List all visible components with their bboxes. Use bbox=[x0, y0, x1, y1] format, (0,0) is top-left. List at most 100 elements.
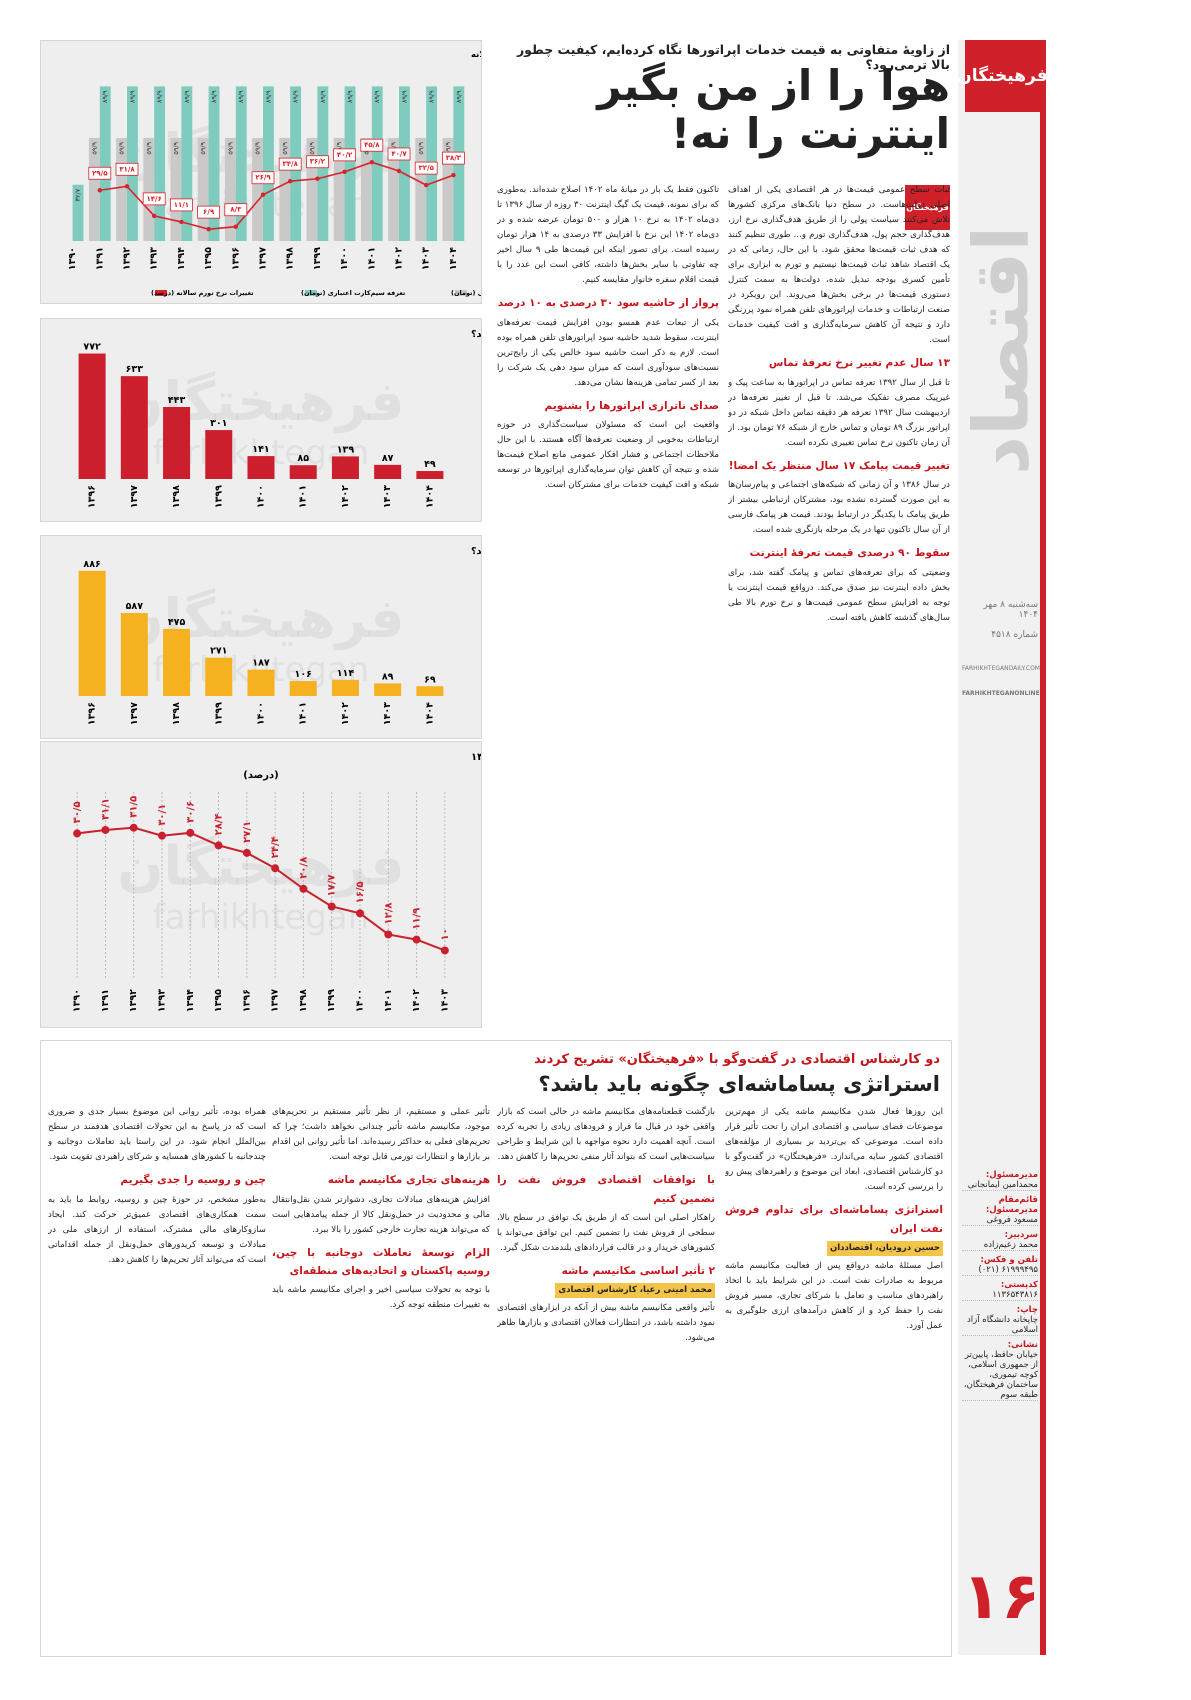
credit-label: مدیرمسئول: bbox=[985, 1170, 1038, 1180]
byline: محمد امینی رعیا، کارشناس اقتصادی bbox=[555, 1283, 715, 1299]
point bbox=[206, 226, 211, 232]
data-label: ۳۰/۱ bbox=[157, 804, 168, 826]
page-number: ۱۶ bbox=[962, 1560, 1041, 1634]
x-tick-label: ۱۳۹۸ bbox=[171, 702, 182, 725]
data-label: ۲۴/۴ bbox=[270, 836, 281, 858]
credit-value: محمد زعیم‌زاده bbox=[962, 1240, 1038, 1251]
bar bbox=[78, 570, 106, 696]
bar bbox=[99, 86, 111, 241]
x-tick-label: ۱۳۹۶ bbox=[230, 247, 241, 270]
label-box bbox=[414, 161, 438, 175]
paragraph: اصل مسئلهٔ ماشه درواقع پس از فعالیت مکان… bbox=[725, 1260, 943, 1331]
data-label: ۸۹/۹ bbox=[292, 90, 300, 103]
credit-value: خیابان حافظ، پایین‌تر از جمهوری اسلامی، … bbox=[962, 1350, 1038, 1401]
point bbox=[186, 828, 195, 837]
data-label: ۳۰/۵ bbox=[72, 801, 83, 823]
bar bbox=[170, 137, 182, 241]
data-label: ۴۹ bbox=[424, 459, 436, 470]
x-tick-label: ۱۳۹۶ bbox=[87, 702, 98, 725]
bar bbox=[289, 681, 317, 696]
data-label: ۶۹ bbox=[424, 674, 436, 685]
data-label: ۸۹/۹ bbox=[428, 90, 436, 103]
point bbox=[288, 178, 293, 184]
data-label: ۱۶/۵ bbox=[355, 881, 366, 903]
x-tick-label: ۱۴۰۲ bbox=[340, 485, 351, 508]
label-box bbox=[142, 192, 166, 206]
data-label: ۸۹/۹ bbox=[156, 90, 164, 103]
point bbox=[342, 169, 347, 175]
x-tick-label: ۱۴۰۰ bbox=[256, 485, 267, 508]
credit-label: سردبیر: bbox=[1004, 1230, 1038, 1240]
x-tick-label: ۱۴۰۳ bbox=[439, 989, 450, 1012]
website: FARHIKHTEGANDAILY.COM bbox=[962, 665, 1040, 672]
paragraph: یکی از تبعات عدم همسو بودن افزایش قیمت ت… bbox=[497, 317, 719, 388]
x-tick-label: ۱۴۰۴ bbox=[424, 485, 435, 508]
subhead: الزام توسعهٔ تعاملات دوجانبه با چین، روس… bbox=[272, 1246, 490, 1277]
x-tick-label: ۱۳۹۳ bbox=[149, 247, 160, 270]
data-label: ۱۰ bbox=[440, 928, 451, 940]
issue: شماره ۴۵۱۸ bbox=[991, 630, 1038, 640]
data-label: ۴۴۳ bbox=[168, 395, 186, 406]
bar bbox=[344, 86, 356, 241]
data-label: ۲۰/۸ bbox=[298, 857, 309, 879]
credit-value: ۱۱۳۶۵۴۳۸۱۶ bbox=[962, 1290, 1038, 1301]
data-label: ۸۹/۹ bbox=[264, 90, 272, 103]
bar bbox=[442, 137, 454, 241]
x-tick-label: ۱۴۰۱ bbox=[298, 485, 309, 508]
data-label: ۳۲/۵ bbox=[419, 164, 435, 172]
data-label: ۵۹/۹ bbox=[199, 141, 207, 154]
chart-title: مقایسه عدم تغییر نرخ تعرفه تماس اپراتوره… bbox=[471, 50, 481, 60]
data-label: ۸۹/۹ bbox=[128, 90, 136, 103]
bar bbox=[208, 86, 220, 241]
chart: فرهیختگانfarhikhteganبا پول یک گیگ اینتر… bbox=[78, 545, 847, 725]
data-label: ۵۹/۹ bbox=[254, 141, 262, 154]
sidebar-stripe bbox=[1040, 40, 1046, 1655]
x-tick-label: ۱۳۹۹ bbox=[213, 702, 224, 725]
x-tick-label: ۱۳۹۲ bbox=[122, 247, 133, 270]
paragraph: تا قبل از سال ۱۳۹۲ تعرفه تماس در اپراتور… bbox=[728, 377, 950, 448]
point bbox=[440, 946, 449, 955]
data-label: ۳۱/۸ bbox=[119, 165, 135, 173]
data-label: ۸۹/۹ bbox=[237, 90, 245, 103]
subhead: ۱۳ سال عدم تغییر نرخ تعرفهٔ تماس bbox=[768, 357, 950, 370]
bar bbox=[72, 184, 84, 241]
byline: حسین درودیان، اقتصاددان bbox=[827, 1240, 943, 1256]
x-tick-label: ۱۳۹۶ bbox=[87, 485, 98, 508]
data-label: ۵۹/۹ bbox=[308, 141, 316, 154]
label-box bbox=[305, 155, 329, 169]
data-label: ۵۹/۹ bbox=[90, 141, 98, 154]
x-tick-label: ۱۳۹۶ bbox=[241, 989, 252, 1012]
x-tick-label: ۱۳۹۴ bbox=[176, 247, 187, 270]
bar bbox=[247, 669, 275, 696]
x-tick-label: ۱۴۰۱ bbox=[366, 247, 377, 270]
data-label: ۱۲/۸ bbox=[383, 902, 394, 924]
point bbox=[101, 825, 110, 834]
x-tick-label: ۱۳۹۱ bbox=[100, 989, 111, 1012]
x-tick-label: ۱۴۰۰ bbox=[256, 702, 267, 725]
x-tick-label: ۱۳۹۸ bbox=[285, 247, 296, 270]
data-label: ۸۹/۹ bbox=[455, 90, 463, 103]
data-label: ۳۲/۷ bbox=[74, 188, 82, 201]
date: سه‌شنبه ۸ مهر ۱۴۰۴ bbox=[983, 600, 1038, 620]
bar bbox=[143, 137, 155, 241]
legend-swatch bbox=[455, 290, 467, 296]
point bbox=[299, 884, 308, 893]
x-tick-label: ۱۳۹۷ bbox=[129, 702, 140, 725]
label-box bbox=[169, 198, 193, 212]
label-box bbox=[115, 162, 139, 176]
paragraph: همراه بوده، تأثیر روانی این موضوع بسیار … bbox=[48, 1107, 266, 1163]
bar bbox=[333, 137, 345, 241]
x-tick-label: ۱۴۰۳ bbox=[382, 485, 393, 508]
label-box bbox=[387, 147, 411, 161]
bar bbox=[247, 456, 275, 479]
data-label: ۸۹/۹ bbox=[319, 90, 327, 103]
bar bbox=[388, 137, 399, 241]
data-label: ۱۴/۶ bbox=[147, 195, 162, 203]
bar bbox=[374, 683, 402, 696]
bar bbox=[224, 137, 236, 241]
point bbox=[451, 172, 456, 178]
point bbox=[260, 192, 266, 197]
